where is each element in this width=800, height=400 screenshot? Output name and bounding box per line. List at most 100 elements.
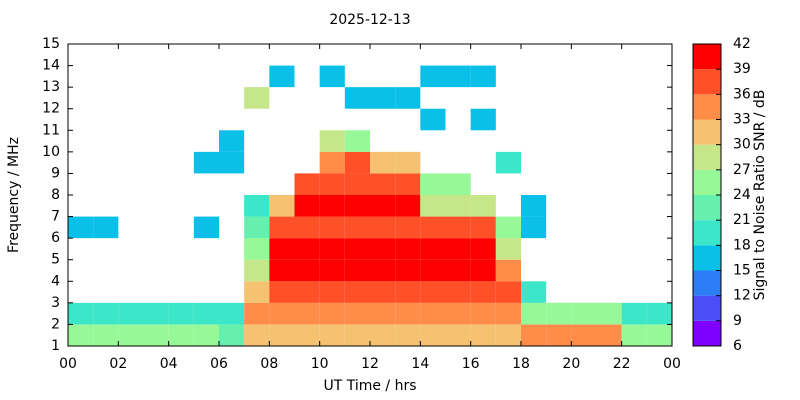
x-tick-label: 00 bbox=[663, 356, 681, 372]
heat-cell bbox=[370, 302, 396, 325]
heat-cell bbox=[420, 65, 446, 88]
heat-cell bbox=[244, 195, 270, 217]
x-tick-label: 10 bbox=[311, 356, 329, 372]
heat-cell bbox=[344, 87, 370, 109]
y-tick-label: 12 bbox=[42, 101, 60, 117]
x-tick-label: 16 bbox=[462, 356, 480, 372]
heat-cell bbox=[420, 281, 446, 303]
heat-cell bbox=[269, 238, 295, 260]
heat-cell bbox=[344, 281, 370, 303]
colorbar-band bbox=[693, 270, 721, 296]
heat-cell bbox=[193, 302, 219, 325]
x-tick-label: 18 bbox=[512, 356, 530, 372]
heat-cell bbox=[294, 281, 320, 303]
colorbar-tick-label: 24 bbox=[733, 187, 751, 203]
chart-title: 2025-12-13 bbox=[329, 12, 410, 28]
colorbar-band bbox=[693, 245, 721, 271]
heat-cell bbox=[420, 108, 446, 131]
x-tick-label: 12 bbox=[361, 356, 379, 372]
heat-cell bbox=[395, 281, 421, 303]
x-tick-label: 22 bbox=[613, 356, 631, 372]
heat-cell bbox=[370, 87, 396, 109]
heat-cell bbox=[395, 324, 421, 346]
heat-cell bbox=[370, 259, 396, 282]
heat-cell bbox=[571, 324, 597, 346]
heat-cell bbox=[521, 216, 547, 239]
x-tick-label: 08 bbox=[260, 356, 278, 372]
y-tick-label: 10 bbox=[42, 144, 60, 160]
y-tick-label: 8 bbox=[51, 187, 60, 203]
y-tick-label: 2 bbox=[51, 316, 60, 332]
colorbar-band bbox=[693, 44, 721, 70]
heat-cell bbox=[495, 238, 521, 260]
colorbar-band bbox=[693, 295, 721, 321]
heat-cell bbox=[546, 302, 572, 325]
y-tick-label: 11 bbox=[42, 122, 60, 138]
heat-cell bbox=[395, 216, 421, 239]
heat-cell bbox=[395, 259, 421, 282]
heat-cell bbox=[395, 151, 421, 174]
heat-cell bbox=[294, 324, 320, 346]
colorbar-tick-label: 15 bbox=[733, 263, 751, 279]
heat-cell bbox=[294, 173, 320, 195]
heat-cell bbox=[319, 259, 345, 282]
heat-cell bbox=[143, 302, 169, 325]
colorbar-tick-label: 27 bbox=[733, 162, 751, 178]
colorbar-tick-label: 39 bbox=[733, 61, 751, 77]
heat-cell bbox=[370, 195, 396, 217]
heat-cell bbox=[118, 324, 144, 346]
heat-cell bbox=[470, 324, 496, 346]
colorbar-band bbox=[693, 144, 721, 170]
heat-cell bbox=[470, 195, 496, 217]
heat-cell bbox=[495, 151, 521, 174]
heat-cell bbox=[521, 281, 547, 303]
heat-cell bbox=[294, 216, 320, 239]
y-tick-label: 14 bbox=[42, 58, 60, 74]
heat-cell bbox=[319, 195, 345, 217]
y-tick-label: 15 bbox=[42, 36, 60, 52]
heat-cell bbox=[445, 302, 471, 325]
heat-cell bbox=[269, 216, 295, 239]
heat-cell bbox=[319, 281, 345, 303]
heat-cell bbox=[420, 216, 446, 239]
heat-cell bbox=[445, 65, 471, 88]
heat-cell bbox=[269, 302, 295, 325]
heat-cell bbox=[344, 259, 370, 282]
heat-cell bbox=[319, 151, 345, 174]
y-tick-label: 9 bbox=[51, 165, 60, 181]
heat-cell bbox=[68, 216, 94, 239]
heat-cell bbox=[344, 195, 370, 217]
y-tick-label: 1 bbox=[51, 338, 60, 354]
y-tick-label: 7 bbox=[51, 209, 60, 225]
heat-cell bbox=[219, 324, 245, 346]
heat-cell bbox=[470, 238, 496, 260]
heat-cell bbox=[445, 195, 471, 217]
heat-cell bbox=[445, 216, 471, 239]
heat-cell bbox=[269, 324, 295, 346]
heat-cell bbox=[395, 302, 421, 325]
heat-cell bbox=[370, 216, 396, 239]
heat-cell bbox=[521, 195, 547, 217]
y-tick-label: 4 bbox=[51, 273, 60, 289]
heat-cell bbox=[470, 302, 496, 325]
heat-cell bbox=[370, 173, 396, 195]
heat-cell bbox=[319, 238, 345, 260]
colorbar-band bbox=[693, 69, 721, 95]
colorbar-tick-label: 21 bbox=[733, 212, 751, 228]
heat-cell bbox=[370, 281, 396, 303]
x-axis-label: UT Time / hrs bbox=[323, 378, 416, 394]
x-tick-label: 06 bbox=[210, 356, 228, 372]
heat-cell bbox=[219, 302, 245, 325]
heat-cell bbox=[646, 302, 672, 325]
x-tick-label: 04 bbox=[160, 356, 178, 372]
heat-cell bbox=[193, 216, 219, 239]
heat-cell bbox=[395, 238, 421, 260]
heat-cell bbox=[294, 259, 320, 282]
heat-cell bbox=[420, 324, 446, 346]
x-tick-label: 00 bbox=[59, 356, 77, 372]
heat-cell bbox=[495, 302, 521, 325]
y-axis-label: Frequency / MHz bbox=[6, 137, 22, 253]
heat-cell bbox=[646, 324, 672, 346]
heat-cell bbox=[420, 195, 446, 217]
colorbar-tick-label: 30 bbox=[733, 137, 751, 153]
